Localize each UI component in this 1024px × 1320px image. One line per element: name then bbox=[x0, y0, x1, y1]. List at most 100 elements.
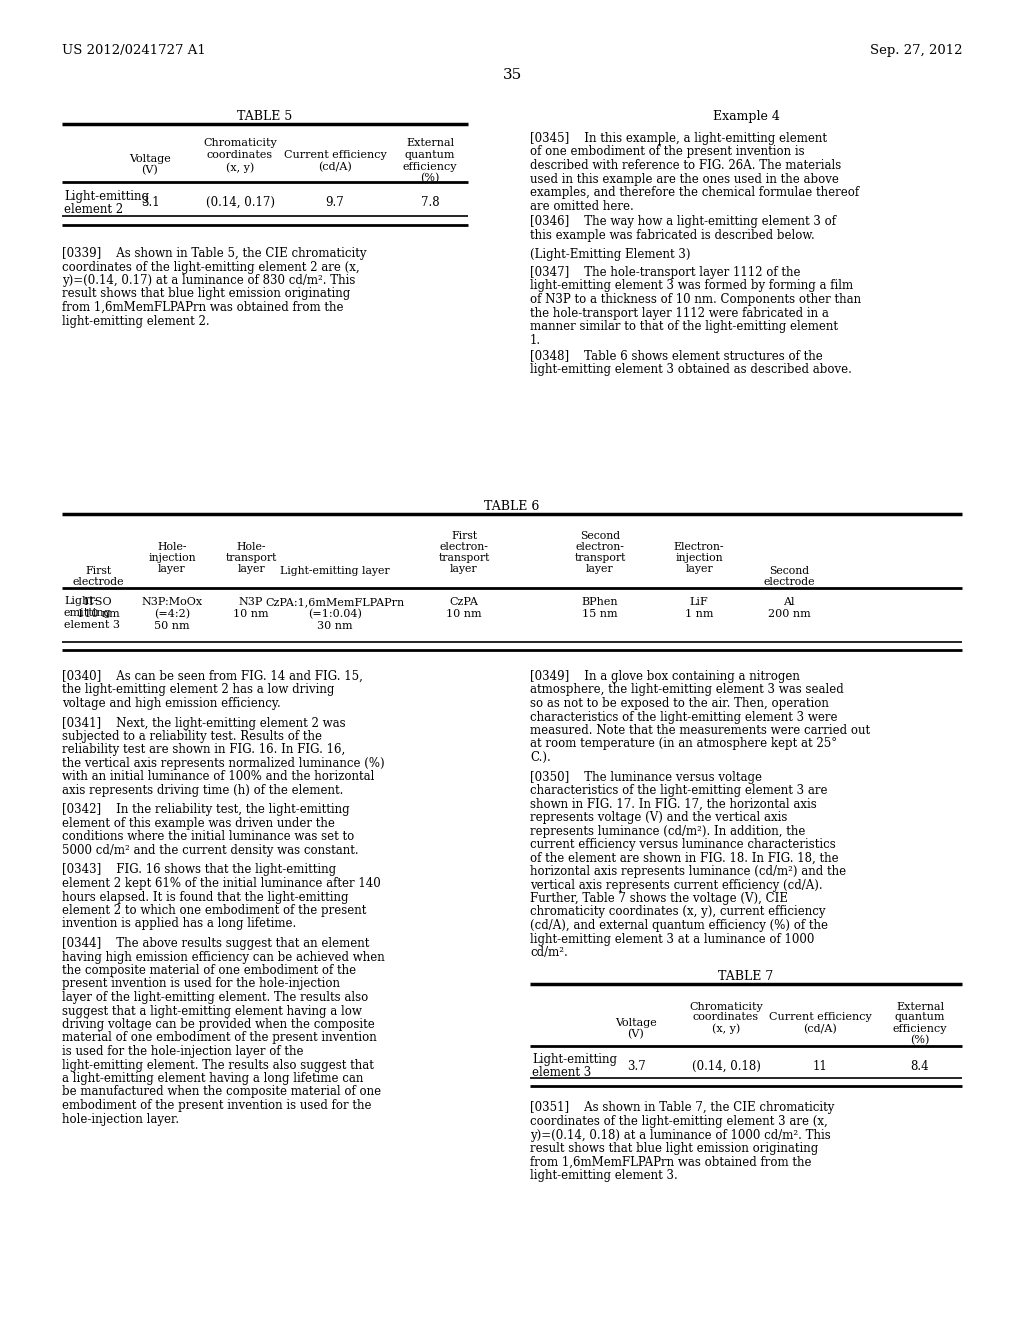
Text: First: First bbox=[451, 531, 477, 541]
Text: light-emitting element 2.: light-emitting element 2. bbox=[62, 314, 210, 327]
Text: injection: injection bbox=[675, 553, 723, 564]
Text: so as not to be exposed to the air. Then, operation: so as not to be exposed to the air. Then… bbox=[530, 697, 828, 710]
Text: coordinates: coordinates bbox=[207, 150, 273, 160]
Text: are omitted here.: are omitted here. bbox=[530, 199, 634, 213]
Text: layer: layer bbox=[586, 564, 613, 574]
Text: Voltage: Voltage bbox=[615, 1018, 656, 1027]
Text: (%): (%) bbox=[420, 173, 439, 183]
Text: electron-: electron- bbox=[575, 543, 625, 552]
Text: (0.14, 0.17): (0.14, 0.17) bbox=[206, 195, 274, 209]
Text: efficiency: efficiency bbox=[893, 1023, 947, 1034]
Text: light-emitting element 3.: light-emitting element 3. bbox=[530, 1170, 678, 1181]
Text: characteristics of the light-emitting element 3 were: characteristics of the light-emitting el… bbox=[530, 710, 838, 723]
Text: [0344]    The above results suggest that an element: [0344] The above results suggest that an… bbox=[62, 937, 370, 950]
Text: element 2 kept 61% of the initial luminance after 140: element 2 kept 61% of the initial lumina… bbox=[62, 876, 381, 890]
Text: 10 nm: 10 nm bbox=[233, 609, 269, 619]
Text: material of one embodiment of the present invention: material of one embodiment of the presen… bbox=[62, 1031, 377, 1044]
Text: (V): (V) bbox=[141, 165, 159, 176]
Text: transport: transport bbox=[574, 553, 626, 564]
Text: vertical axis represents current efficiency (cd/A).: vertical axis represents current efficie… bbox=[530, 879, 822, 891]
Text: TABLE 5: TABLE 5 bbox=[238, 110, 293, 123]
Text: Electron-: Electron- bbox=[674, 543, 724, 552]
Text: (=1:0.04): (=1:0.04) bbox=[308, 609, 361, 619]
Text: emitting: emitting bbox=[63, 609, 112, 618]
Text: BPhen: BPhen bbox=[582, 597, 618, 607]
Text: examples, and therefore the chemical formulae thereof: examples, and therefore the chemical for… bbox=[530, 186, 859, 199]
Text: shown in FIG. 17. In FIG. 17, the horizontal axis: shown in FIG. 17. In FIG. 17, the horizo… bbox=[530, 797, 817, 810]
Text: layer of the light-emitting element. The results also: layer of the light-emitting element. The… bbox=[62, 991, 369, 1005]
Text: (0.14, 0.18): (0.14, 0.18) bbox=[691, 1060, 761, 1072]
Text: ITSO: ITSO bbox=[84, 597, 113, 607]
Text: coordinates of the light-emitting element 2 are (x,: coordinates of the light-emitting elemen… bbox=[62, 260, 359, 273]
Text: present invention is used for the hole-injection: present invention is used for the hole-i… bbox=[62, 978, 340, 990]
Text: element 3: element 3 bbox=[63, 620, 120, 630]
Text: transport: transport bbox=[438, 553, 489, 564]
Text: 8.4: 8.4 bbox=[910, 1060, 930, 1072]
Text: Chromaticity: Chromaticity bbox=[203, 139, 276, 148]
Text: 1 nm: 1 nm bbox=[685, 609, 714, 619]
Text: 7.8: 7.8 bbox=[421, 195, 439, 209]
Text: electrode: electrode bbox=[763, 577, 815, 587]
Text: conditions where the initial luminance was set to: conditions where the initial luminance w… bbox=[62, 830, 354, 843]
Text: from 1,6mMemFLPAPrn was obtained from the: from 1,6mMemFLPAPrn was obtained from th… bbox=[530, 1155, 811, 1168]
Text: TABLE 6: TABLE 6 bbox=[484, 500, 540, 513]
Text: from 1,6mMemFLPAPrn was obtained from the: from 1,6mMemFLPAPrn was obtained from th… bbox=[62, 301, 343, 314]
Text: (cd/A), and external quantum efficiency (%) of the: (cd/A), and external quantum efficiency … bbox=[530, 919, 828, 932]
Text: 11: 11 bbox=[813, 1060, 827, 1072]
Text: Voltage: Voltage bbox=[129, 154, 171, 164]
Text: reliability test are shown in FIG. 16. In FIG. 16,: reliability test are shown in FIG. 16. I… bbox=[62, 743, 345, 756]
Text: light-emitting element 3 obtained as described above.: light-emitting element 3 obtained as des… bbox=[530, 363, 852, 375]
Text: atmosphere, the light-emitting element 3 was sealed: atmosphere, the light-emitting element 3… bbox=[530, 684, 844, 697]
Text: y)=(0.14, 0.17) at a luminance of 830 cd/m². This: y)=(0.14, 0.17) at a luminance of 830 cd… bbox=[62, 275, 355, 286]
Text: CzPA:1,6mMemFLPAPrn: CzPA:1,6mMemFLPAPrn bbox=[265, 597, 404, 607]
Text: 5000 cd/m² and the current density was constant.: 5000 cd/m² and the current density was c… bbox=[62, 843, 358, 857]
Text: Example 4: Example 4 bbox=[713, 110, 779, 123]
Text: [0347]    The hole-transport layer 1112 of the: [0347] The hole-transport layer 1112 of … bbox=[530, 267, 801, 279]
Text: embodiment of the present invention is used for the: embodiment of the present invention is u… bbox=[62, 1100, 372, 1111]
Text: CzPA: CzPA bbox=[450, 597, 478, 607]
Text: this example was fabricated is described below.: this example was fabricated is described… bbox=[530, 228, 815, 242]
Text: 35: 35 bbox=[503, 69, 521, 82]
Text: layer: layer bbox=[158, 564, 185, 574]
Text: efficiency: efficiency bbox=[402, 162, 458, 172]
Text: TABLE 7: TABLE 7 bbox=[719, 969, 773, 982]
Text: External: External bbox=[896, 1002, 944, 1011]
Text: having high emission efficiency can be achieved when: having high emission efficiency can be a… bbox=[62, 950, 385, 964]
Text: [0351]    As shown in Table 7, the CIE chromaticity: [0351] As shown in Table 7, the CIE chro… bbox=[530, 1101, 835, 1114]
Text: 1.: 1. bbox=[530, 334, 541, 346]
Text: Sep. 27, 2012: Sep. 27, 2012 bbox=[869, 44, 962, 57]
Text: a light-emitting element having a long lifetime can: a light-emitting element having a long l… bbox=[62, 1072, 364, 1085]
Text: current efficiency versus luminance characteristics: current efficiency versus luminance char… bbox=[530, 838, 836, 851]
Text: Chromaticity: Chromaticity bbox=[689, 1002, 763, 1011]
Text: light-emitting element 3 was formed by forming a film: light-emitting element 3 was formed by f… bbox=[530, 280, 853, 293]
Text: layer: layer bbox=[238, 564, 265, 574]
Text: 9.7: 9.7 bbox=[326, 195, 344, 209]
Text: 3.1: 3.1 bbox=[140, 195, 160, 209]
Text: the composite material of one embodiment of the: the composite material of one embodiment… bbox=[62, 964, 356, 977]
Text: 200 nm: 200 nm bbox=[768, 609, 810, 619]
Text: measured. Note that the measurements were carried out: measured. Note that the measurements wer… bbox=[530, 723, 870, 737]
Text: element 2: element 2 bbox=[63, 203, 123, 216]
Text: Al: Al bbox=[783, 597, 795, 607]
Text: light-emitting element 3 at a luminance of 1000: light-emitting element 3 at a luminance … bbox=[530, 932, 814, 945]
Text: (%): (%) bbox=[910, 1035, 930, 1045]
Text: electrode: electrode bbox=[73, 577, 124, 587]
Text: element 3: element 3 bbox=[532, 1067, 591, 1080]
Text: injection: injection bbox=[148, 553, 196, 564]
Text: driving voltage can be provided when the composite: driving voltage can be provided when the… bbox=[62, 1018, 375, 1031]
Text: Second: Second bbox=[580, 531, 621, 541]
Text: [0346]    The way how a light-emitting element 3 of: [0346] The way how a light-emitting elem… bbox=[530, 215, 836, 228]
Text: subjected to a reliability test. Results of the: subjected to a reliability test. Results… bbox=[62, 730, 322, 743]
Text: 110 nm: 110 nm bbox=[77, 609, 120, 619]
Text: electron-: electron- bbox=[439, 543, 488, 552]
Text: quantum: quantum bbox=[404, 150, 456, 160]
Text: result shows that blue light emission originating: result shows that blue light emission or… bbox=[62, 288, 350, 301]
Text: [0348]    Table 6 shows element structures of the: [0348] Table 6 shows element structures … bbox=[530, 348, 822, 362]
Text: the light-emitting element 2 has a low driving: the light-emitting element 2 has a low d… bbox=[62, 684, 335, 697]
Text: (cd/A): (cd/A) bbox=[803, 1023, 837, 1034]
Text: be manufactured when the composite material of one: be manufactured when the composite mater… bbox=[62, 1085, 381, 1098]
Text: [0342]    In the reliability test, the light-emitting: [0342] In the reliability test, the ligh… bbox=[62, 804, 349, 817]
Text: with an initial luminance of 100% and the horizontal: with an initial luminance of 100% and th… bbox=[62, 771, 375, 784]
Text: manner similar to that of the light-emitting element: manner similar to that of the light-emit… bbox=[530, 319, 838, 333]
Text: [0343]    FIG. 16 shows that the light-emitting: [0343] FIG. 16 shows that the light-emit… bbox=[62, 863, 336, 876]
